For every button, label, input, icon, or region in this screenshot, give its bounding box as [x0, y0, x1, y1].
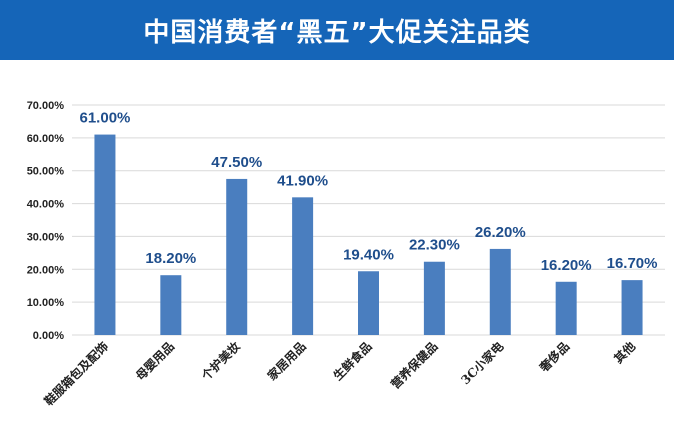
y-tick-label: 10.00%	[27, 297, 65, 309]
y-tick-label: 0.00%	[33, 330, 64, 342]
x-category-label: 个护美妆	[198, 339, 243, 384]
y-tick-label: 70.00%	[27, 100, 65, 112]
x-category-label: 3C小家电	[458, 339, 507, 388]
bar	[489, 248, 511, 335]
bar	[358, 271, 379, 335]
y-tick-label: 60.00%	[27, 133, 65, 145]
bar	[160, 275, 182, 335]
data-label: 18.20%	[145, 250, 196, 267]
data-label: 47.50%	[211, 154, 262, 171]
x-category-label: 其他	[611, 339, 639, 367]
data-label: 41.90%	[277, 172, 328, 189]
bar	[423, 261, 445, 335]
title-banner: 中国消费者“黑五”大促关注品类	[0, 0, 674, 60]
bar	[292, 197, 314, 335]
data-label: 16.70%	[607, 255, 658, 272]
y-tick-label: 30.00%	[27, 231, 65, 243]
y-tick-label: 40.00%	[27, 199, 65, 211]
x-category-label: 母婴用品	[133, 339, 177, 383]
data-label: 61.00%	[80, 110, 131, 127]
x-category-label: 生鲜食品	[330, 339, 375, 384]
x-category-label: 鞋服箱包及配饰	[41, 339, 111, 409]
x-category-label: 家居用品	[264, 339, 309, 384]
y-tick-label: 50.00%	[27, 166, 65, 178]
x-category-label: 奢侈品	[536, 339, 573, 376]
x-category-label: 营养保健品	[387, 339, 440, 392]
data-label: 22.30%	[409, 237, 460, 254]
bar	[555, 281, 577, 335]
bar	[94, 134, 116, 335]
data-label: 26.20%	[475, 224, 526, 241]
bar	[226, 178, 248, 335]
data-label: 19.40%	[343, 246, 394, 263]
bar	[621, 280, 643, 335]
chart-title: 中国消费者“黑五”大促关注品类	[143, 17, 531, 48]
data-label: 16.20%	[541, 257, 592, 274]
y-tick-label: 20.00%	[27, 264, 65, 276]
